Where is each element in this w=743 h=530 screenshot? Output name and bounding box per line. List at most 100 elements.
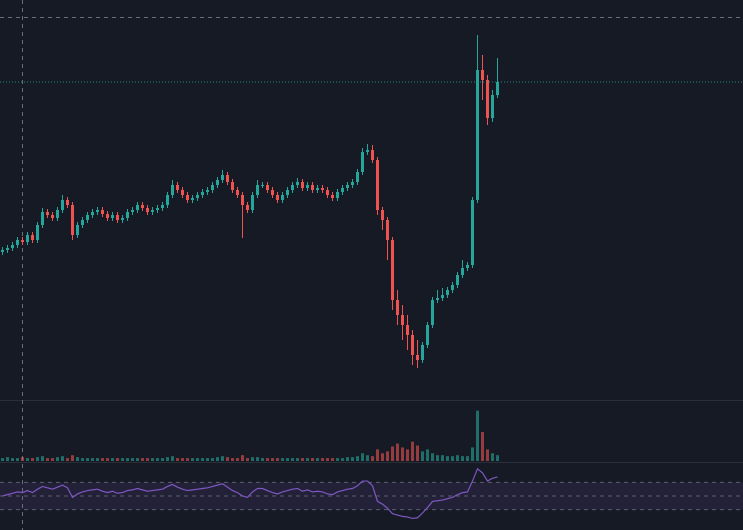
candle-body bbox=[211, 185, 214, 190]
volume-bar bbox=[261, 458, 264, 461]
volume-bar bbox=[46, 458, 49, 461]
candle-body bbox=[66, 200, 69, 205]
volume-bar bbox=[331, 458, 334, 461]
volume-bar bbox=[36, 457, 39, 461]
volume-bar bbox=[336, 458, 339, 461]
candle-body bbox=[291, 185, 294, 190]
candle-body bbox=[86, 215, 89, 220]
candle-body bbox=[351, 182, 354, 185]
volume-bar bbox=[401, 447, 404, 461]
candle-body bbox=[16, 240, 19, 245]
candle-body bbox=[116, 215, 119, 220]
volume-bar bbox=[121, 458, 124, 461]
volume-bar bbox=[286, 458, 289, 461]
candle-body bbox=[121, 218, 124, 220]
candle-body bbox=[436, 298, 439, 300]
candle-body bbox=[496, 82, 499, 95]
volume-bar bbox=[351, 457, 354, 461]
candle-body bbox=[171, 185, 174, 195]
volume-bar bbox=[346, 457, 349, 461]
volume-bar bbox=[491, 453, 494, 461]
candle-body bbox=[31, 235, 34, 240]
candle-body bbox=[301, 182, 304, 188]
volume-bar bbox=[166, 457, 169, 461]
volume-bar bbox=[371, 456, 374, 461]
candle-body bbox=[456, 275, 459, 285]
candle-body bbox=[366, 150, 369, 152]
volume-bar bbox=[146, 458, 149, 461]
candle-body bbox=[391, 240, 394, 300]
volume-bar bbox=[51, 458, 54, 461]
candle-body bbox=[406, 325, 409, 335]
candle-body bbox=[6, 248, 9, 250]
candle-body bbox=[426, 325, 429, 345]
volume-bar bbox=[1, 458, 4, 461]
candle-body bbox=[451, 285, 454, 290]
candle-body bbox=[386, 220, 389, 240]
volume-bar bbox=[21, 457, 24, 461]
volume-bar bbox=[71, 455, 74, 461]
volume-bar bbox=[221, 456, 224, 461]
candle-body bbox=[61, 200, 64, 210]
candle-body bbox=[341, 188, 344, 192]
volume-bar bbox=[326, 458, 329, 461]
candle-body bbox=[156, 208, 159, 210]
candle-body bbox=[441, 295, 444, 298]
candle-body bbox=[481, 70, 484, 80]
volume-bar bbox=[416, 445, 419, 461]
volume-bar bbox=[456, 455, 459, 461]
volume-bar bbox=[76, 457, 79, 461]
candle-body bbox=[486, 80, 489, 118]
candle-body bbox=[46, 212, 49, 215]
candle-body bbox=[311, 185, 314, 190]
volume-bar bbox=[81, 458, 84, 461]
candle-body bbox=[286, 190, 289, 195]
candle-body bbox=[346, 185, 349, 188]
volume-bar bbox=[26, 458, 29, 461]
candle-body bbox=[491, 95, 494, 118]
candle-body bbox=[131, 210, 134, 212]
candle-body bbox=[56, 210, 59, 218]
volume-bar bbox=[186, 458, 189, 461]
candle-body bbox=[336, 192, 339, 198]
candle-body bbox=[361, 152, 364, 172]
candle-body bbox=[41, 212, 44, 225]
volume-bar bbox=[271, 458, 274, 461]
candle-body bbox=[431, 300, 434, 325]
volume-bar bbox=[16, 458, 19, 461]
candle-body bbox=[261, 185, 264, 186]
candle-body bbox=[411, 335, 414, 355]
candle-body bbox=[136, 205, 139, 210]
candle-body bbox=[221, 175, 224, 180]
candle-body bbox=[176, 185, 179, 190]
candle-body bbox=[296, 182, 299, 185]
candle-body bbox=[241, 195, 244, 205]
candle-body bbox=[401, 315, 404, 325]
volume-bar bbox=[461, 456, 464, 461]
candle-body bbox=[446, 290, 449, 295]
candle-body bbox=[306, 185, 309, 188]
candle-body bbox=[21, 240, 24, 242]
volume-bar bbox=[171, 456, 174, 461]
candle-body bbox=[126, 212, 129, 218]
volume-bar bbox=[316, 458, 319, 461]
volume-bar bbox=[106, 458, 109, 461]
volume-bar bbox=[251, 457, 254, 461]
candle-body bbox=[471, 200, 474, 265]
candle-body bbox=[36, 225, 39, 240]
volume-bar bbox=[201, 458, 204, 461]
candle-body bbox=[51, 215, 54, 218]
volume-bar bbox=[341, 458, 344, 461]
candle-body bbox=[81, 220, 84, 225]
volume-bar bbox=[436, 455, 439, 461]
candle-body bbox=[396, 300, 399, 315]
volume-bar bbox=[321, 458, 324, 461]
volume-bar bbox=[376, 449, 379, 461]
volume-bar bbox=[196, 458, 199, 461]
candle-body bbox=[226, 175, 229, 182]
volume-bar bbox=[431, 453, 434, 461]
volume-bar bbox=[391, 446, 394, 461]
candle-body bbox=[151, 210, 154, 212]
candle-body bbox=[331, 195, 334, 198]
volume-bar bbox=[311, 458, 314, 461]
